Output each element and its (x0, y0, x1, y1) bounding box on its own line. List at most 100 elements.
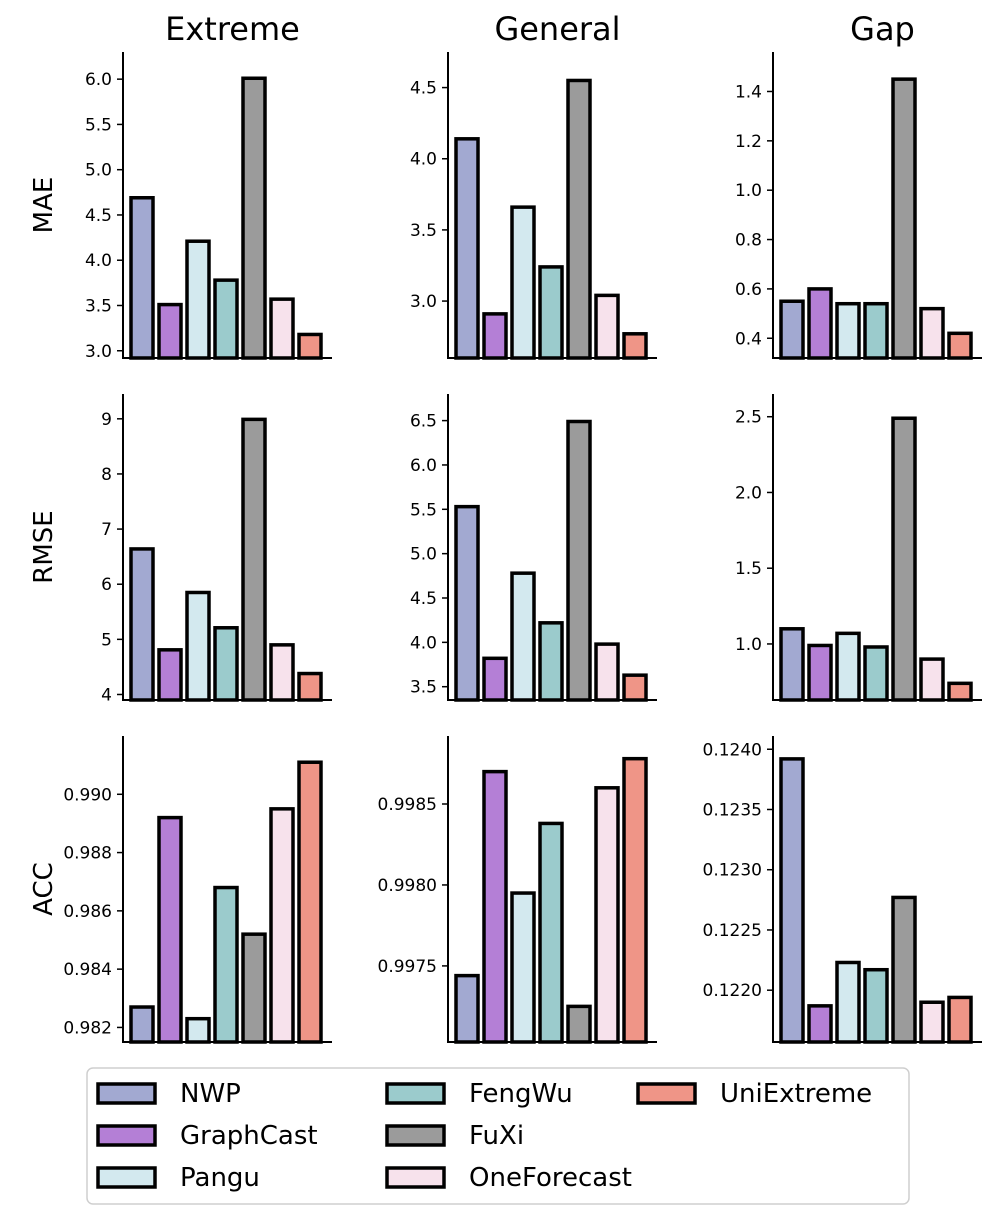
panel-mae-extreme: 3.0 3.5 4.0 4.5 5.0 5.5 6.0 (85, 52, 332, 362)
y-tick-label: 1.0 (735, 181, 762, 201)
y-tick-label: 1.2 (735, 132, 762, 152)
legend-label: FuXi (469, 1121, 524, 1151)
bar-graphcast (807, 287, 833, 360)
bar-nwp (779, 299, 805, 360)
bar-oneforecast (269, 297, 295, 360)
y-tick-label: 0.1220 (703, 981, 762, 1001)
bar-fuxi (891, 77, 917, 360)
bar-fengwu (863, 967, 889, 1044)
y-tick-label: 4.0 (410, 633, 437, 653)
bar-oneforecast (594, 786, 620, 1044)
legend-frame (86, 1067, 910, 1205)
legend-swatch (385, 1166, 446, 1189)
bar-pangu (835, 631, 861, 702)
bar-oneforecast (269, 807, 295, 1044)
y-tick-label: 1.4 (735, 82, 762, 102)
y-tick-label: 9 (101, 410, 112, 430)
bar-fengwu (538, 265, 564, 360)
y-tick-label: 1.0 (735, 635, 762, 655)
y-tick-label: 0.990 (63, 785, 112, 805)
bar-uniextreme (947, 331, 973, 360)
bar-fuxi (891, 416, 917, 702)
bar-nwp (779, 757, 805, 1044)
y-tick-label: 0.1230 (703, 861, 762, 881)
y-tick-label: 6.5 (410, 412, 437, 432)
bar-fuxi (566, 1004, 592, 1044)
bar-fengwu (863, 301, 889, 360)
bar-oneforecast (919, 306, 945, 360)
panel-mae-gap: 0.4 0.6 0.8 1.0 1.2 1.4 (735, 52, 982, 360)
legend-item-nwp: NWP (96, 1079, 241, 1109)
bar-fuxi (241, 76, 267, 360)
bar-oneforecast (269, 643, 295, 702)
y-tick-label: 2.5 (735, 408, 762, 428)
y-tick-label: 5 (101, 630, 112, 650)
legend-swatch (385, 1082, 446, 1105)
legend-swatch (96, 1082, 157, 1105)
legend-swatch (636, 1082, 697, 1105)
y-tick-label: 0.9985 (378, 795, 437, 815)
bar-nwp (129, 547, 155, 702)
panel-rmse-gap: 1.0 1.5 2.0 2.5 (735, 394, 982, 702)
legend-item-pangu: Pangu (96, 1163, 260, 1193)
row-label-rmse: RMSE (29, 510, 59, 583)
y-tick-label: 6.0 (410, 456, 437, 476)
bar-fengwu (863, 645, 889, 702)
y-tick-label: 4.0 (410, 150, 437, 170)
y-tick-label: 0.4 (735, 329, 762, 349)
bar-fengwu (213, 626, 239, 702)
y-tick-label: 7 (101, 520, 112, 540)
bar-graphcast (157, 648, 183, 702)
legend-item-uniextreme: UniExtreme (636, 1079, 872, 1109)
y-tick-label: 3.0 (410, 292, 437, 312)
y-tick-label: 8 (101, 465, 112, 485)
bar-pangu (185, 590, 211, 702)
legend-item-fuxi: FuXi (385, 1121, 524, 1151)
y-tick-label: 0.9975 (378, 957, 437, 977)
bar-nwp (129, 196, 155, 360)
bar-pangu (835, 960, 861, 1044)
y-tick-label: 3.5 (410, 678, 437, 698)
bar-graphcast (157, 815, 183, 1044)
bar-graphcast (482, 656, 508, 702)
legend-label: UniExtreme (720, 1079, 872, 1109)
panel-mae-general: 3.0 3.5 4.0 4.5 (410, 52, 657, 360)
y-tick-label: 0.1235 (703, 800, 762, 820)
bar-nwp (454, 137, 480, 360)
y-tick-label: 0.984 (63, 960, 112, 980)
panel-rmse-extreme: 4 5 6 7 8 9 (101, 394, 332, 705)
bar-nwp (779, 627, 805, 702)
bar-uniextreme (297, 332, 323, 360)
bar-graphcast (482, 769, 508, 1044)
bar-oneforecast (919, 657, 945, 702)
y-tick-label: 5.5 (410, 500, 437, 520)
bar-uniextreme (622, 673, 648, 702)
y-tick-label: 4.5 (410, 589, 437, 609)
bar-fuxi (566, 419, 592, 702)
bar-pangu (185, 1016, 211, 1044)
bar-fengwu (213, 885, 239, 1044)
legend-swatch (385, 1124, 446, 1147)
row-label-acc: ACC (29, 862, 59, 916)
y-tick-label: 3.5 (85, 296, 112, 316)
row-label-mae: MAE (29, 177, 59, 234)
bar-oneforecast (919, 1000, 945, 1044)
bar-oneforecast (594, 642, 620, 702)
y-tick-label: 0.8 (735, 231, 762, 251)
y-tick-label: 2.0 (735, 483, 762, 503)
bar-fuxi (241, 932, 267, 1044)
bar-fuxi (566, 78, 592, 360)
legend: NWP GraphCast Pangu FengWu FuXi OneForecast Un… (86, 1067, 910, 1205)
legend-item-oneforecast: OneForecast (385, 1163, 632, 1193)
bar-nwp (129, 1005, 155, 1044)
y-tick-label: 3.5 (410, 221, 437, 241)
bar-fengwu (213, 278, 239, 360)
panel-acc-gap: 0.1220 0.1225 0.1230 0.1235 0.1240 (703, 736, 982, 1044)
bar-uniextreme (297, 671, 323, 702)
y-tick-label: 5.5 (85, 115, 112, 135)
y-tick-label: 4.5 (410, 79, 437, 99)
bar-nwp (454, 973, 480, 1044)
bar-pangu (185, 239, 211, 360)
bar-uniextreme (947, 681, 973, 702)
